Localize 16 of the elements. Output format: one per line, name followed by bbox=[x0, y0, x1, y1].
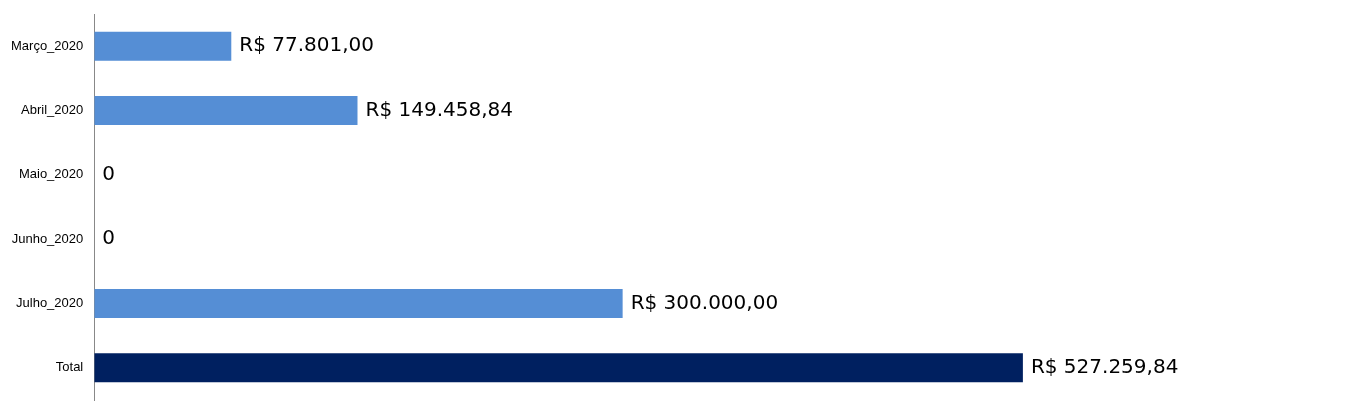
bar bbox=[94, 353, 1023, 383]
y-tick-label: Março_2020 bbox=[10, 37, 84, 53]
data-label: R$ 300.000,00 bbox=[630, 289, 779, 314]
y-tick-label: Julho_2020 bbox=[16, 295, 84, 311]
y-tick-label: Junho_2020 bbox=[11, 230, 84, 246]
data-label: R$ 527.259,84 bbox=[1030, 354, 1179, 379]
data-label: R$ 149.458,84 bbox=[365, 96, 513, 121]
bar bbox=[94, 289, 623, 318]
data-label: 0 bbox=[102, 161, 115, 186]
y-tick-label: Maio_2020 bbox=[18, 166, 84, 182]
bar bbox=[94, 31, 232, 61]
data-label: 0 bbox=[102, 225, 115, 250]
y-tick-label: Total bbox=[55, 359, 84, 375]
data-label: R$ 77.801,00 bbox=[239, 32, 375, 57]
y-tick-label: Abril_2020 bbox=[21, 102, 84, 118]
bar bbox=[94, 96, 358, 125]
